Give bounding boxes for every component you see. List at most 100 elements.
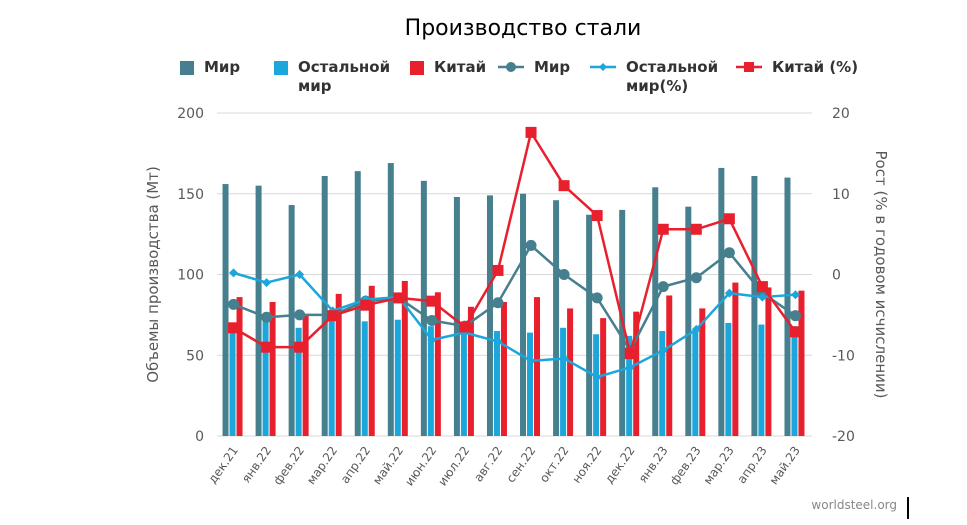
bar xyxy=(500,301,507,436)
series-line xyxy=(233,244,797,352)
bar xyxy=(652,187,659,436)
line-point xyxy=(294,341,306,353)
x-tick-label: авг.22 xyxy=(471,444,505,485)
x-tick-label: мар.22 xyxy=(304,444,340,487)
y-tick-label: 100 xyxy=(177,268,204,284)
legend-item: Остальной мир xyxy=(274,58,390,96)
bar xyxy=(467,306,474,436)
line-point xyxy=(426,315,438,327)
line-point xyxy=(294,309,306,321)
bar xyxy=(295,327,302,436)
bar xyxy=(222,184,229,436)
source-watermark: worldsteel.org xyxy=(811,498,897,512)
line-point xyxy=(360,299,372,311)
bar xyxy=(236,297,243,436)
bar xyxy=(633,311,640,436)
legend-label: Мир xyxy=(204,58,241,76)
legend-label: Остальной мир xyxy=(298,58,391,95)
line-point xyxy=(558,269,570,280)
x-tick-label: мар.23 xyxy=(701,444,737,487)
y2-tick-label: 0 xyxy=(832,268,841,284)
bar xyxy=(401,280,408,436)
bar xyxy=(520,193,527,436)
line-point xyxy=(690,223,702,235)
line-point xyxy=(229,268,239,278)
y-axis-label: Объемы производства (Мт) xyxy=(144,166,162,383)
watermark-divider xyxy=(907,497,909,519)
line-point xyxy=(724,288,734,298)
bar xyxy=(460,327,467,436)
line-point xyxy=(525,126,537,138)
x-tick-label: янв.23 xyxy=(636,444,671,486)
y2-tick-label: -20 xyxy=(832,429,855,445)
legend-swatch xyxy=(410,61,424,75)
legend-item: Остальной мир(%) xyxy=(590,58,718,96)
line-point xyxy=(427,335,437,345)
line-point xyxy=(658,345,668,355)
bar xyxy=(791,326,798,436)
line-point xyxy=(591,210,603,222)
x-tick-label: фев.22 xyxy=(270,444,307,488)
bar xyxy=(553,200,560,436)
bar xyxy=(486,195,493,436)
bar xyxy=(593,334,600,436)
bar xyxy=(560,327,567,436)
bar xyxy=(302,314,309,436)
legend-swatch xyxy=(274,61,288,75)
x-tick-label: дек.21 xyxy=(205,444,241,486)
bar xyxy=(328,319,335,436)
legend-label: Китай xyxy=(434,58,487,76)
x-tick-label: апр.22 xyxy=(338,444,374,486)
line-point xyxy=(691,324,701,334)
bar xyxy=(434,292,441,436)
line-point xyxy=(492,297,504,309)
bar xyxy=(732,282,739,436)
bar xyxy=(288,205,295,436)
bar xyxy=(685,206,692,436)
bar xyxy=(269,301,276,436)
line-point xyxy=(624,348,636,360)
bar xyxy=(626,335,633,436)
line-point xyxy=(559,353,569,363)
bar xyxy=(534,297,541,436)
x-tick-label: окт.22 xyxy=(537,444,572,485)
series-line xyxy=(232,131,797,355)
y2-tick-label: 20 xyxy=(832,106,850,122)
line-point xyxy=(723,213,735,225)
line-point xyxy=(459,321,471,333)
x-tick-label: янв.22 xyxy=(239,444,274,486)
line-point xyxy=(525,239,537,251)
bar xyxy=(758,324,765,436)
bar xyxy=(427,326,434,436)
x-tick-label: май.23 xyxy=(767,444,803,487)
y2-axis-label: Рост (% в годовом исчислении) xyxy=(872,151,890,399)
legend-item: Мир xyxy=(180,58,240,77)
line-point xyxy=(592,372,602,382)
y2-tick-label: -10 xyxy=(832,348,855,364)
bar xyxy=(725,322,732,436)
legend-label: Мир xyxy=(534,58,571,76)
x-tick-label: фев.23 xyxy=(667,444,704,488)
y-tick-label: 150 xyxy=(177,187,204,203)
bar xyxy=(527,332,534,436)
legend-item: Китай (%) xyxy=(736,58,858,77)
line-point xyxy=(558,180,570,192)
legend: Мир Остальной мир Китай Мир Остальной мир(%)… xyxy=(0,58,967,106)
bar xyxy=(262,319,269,436)
y-tick-label: 50 xyxy=(186,348,204,364)
bar xyxy=(321,175,328,437)
bar xyxy=(765,287,772,436)
legend-item: Мир xyxy=(498,58,570,77)
line-point xyxy=(657,281,669,293)
y2-tick-label: 10 xyxy=(832,187,850,203)
x-tick-label: сен.22 xyxy=(504,444,539,486)
bar xyxy=(335,293,342,436)
line-point xyxy=(228,322,240,334)
line-point xyxy=(492,264,504,276)
bar xyxy=(699,308,706,436)
legend-label: Китай (%) xyxy=(772,58,859,76)
legend-swatch xyxy=(736,62,762,72)
legend-item: Китай xyxy=(410,58,486,77)
